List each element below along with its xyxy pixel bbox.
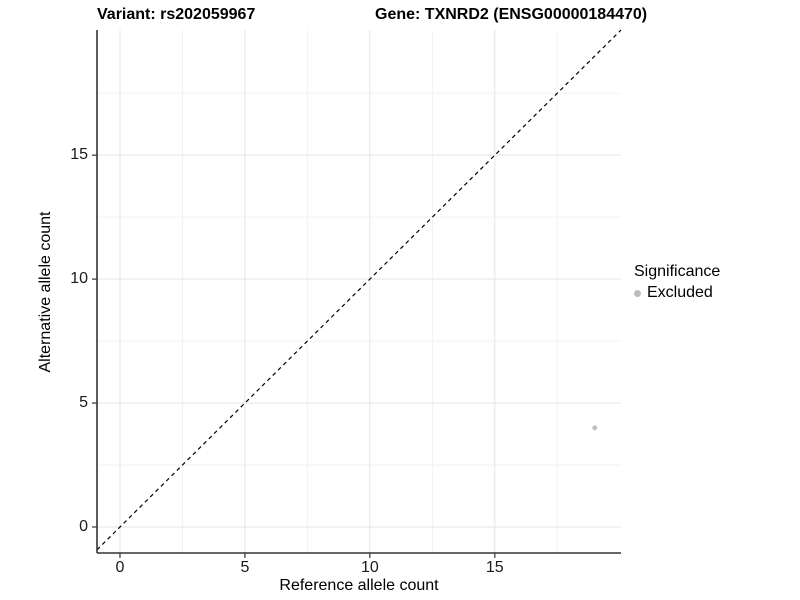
identity-line	[96, 29, 622, 551]
x-tick-label: 5	[240, 559, 250, 576]
y-tick-label: 5	[79, 394, 88, 412]
excluded-point-icon	[634, 289, 641, 297]
variant-title: Variant: rs202059967	[97, 6, 256, 23]
data-point	[592, 425, 598, 431]
y-tick-label: 15	[70, 146, 88, 164]
x-tick-label: 10	[360, 559, 379, 576]
y-tick-label: 0	[79, 517, 88, 535]
legend-item-excluded: Excluded	[634, 284, 720, 302]
legend: Significance Excluded	[634, 263, 720, 302]
gene-title: Gene: TXNRD2 (ENSG00000184470)	[375, 6, 648, 23]
x-tick-label: 15	[485, 559, 504, 576]
legend-title: Significance	[634, 263, 721, 280]
x-tick-label: 0	[115, 559, 125, 576]
y-tick-label: 10	[70, 270, 88, 288]
x-axis-title: Reference allele count	[279, 577, 439, 594]
legend-item-label: Excluded	[647, 284, 713, 301]
y-axis-title: Alternative allele count	[37, 211, 54, 373]
